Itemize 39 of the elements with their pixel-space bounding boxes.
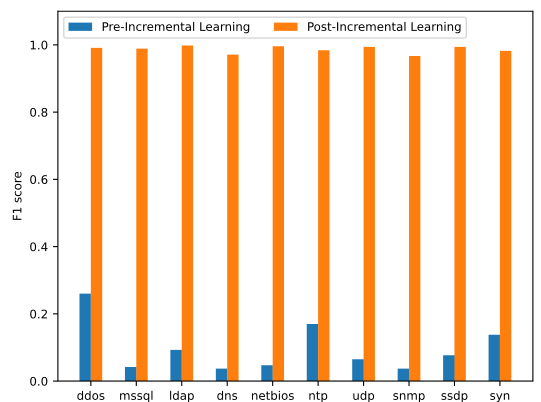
y-tick-label: 0.6	[30, 175, 48, 184]
bar	[454, 46, 466, 382]
bar	[182, 46, 194, 382]
y-tick-label: 0.8	[30, 108, 48, 117]
legend-label: Post-Incremental Learning	[308, 22, 461, 34]
bar	[170, 350, 182, 382]
x-tick-label: syn	[490, 393, 510, 402]
bar	[136, 48, 148, 382]
bar	[488, 334, 500, 382]
x-tick-label: ntp	[309, 392, 328, 402]
x-tick-label: ddos	[77, 390, 104, 400]
y-axis-title: F1 score	[12, 172, 22, 220]
bar	[90, 48, 102, 382]
bar	[443, 355, 454, 382]
x-tick-label: dns	[217, 390, 238, 400]
y-tick-label: 1.0	[30, 40, 48, 50]
bar	[318, 50, 330, 382]
bar	[352, 359, 364, 382]
y-tick-label: 0.2	[30, 310, 47, 319]
x-tick-label: snmp	[393, 393, 425, 402]
x-tick-label: netbios	[252, 390, 294, 400]
bar	[216, 368, 228, 382]
bar	[261, 365, 273, 382]
x-tick-label: udp	[353, 390, 374, 402]
legend-label: Pre-Incremental Learning	[102, 22, 250, 34]
bar	[79, 294, 91, 382]
y-tick-label: 0.4	[30, 242, 48, 252]
bar	[124, 366, 136, 382]
x-tick-label: mssql	[120, 390, 152, 402]
x-tick-label: ldap	[170, 390, 194, 402]
bar	[364, 46, 375, 382]
y-tick-label: 0.0	[30, 376, 48, 386]
x-tick-label: ssdp	[441, 390, 468, 402]
bar	[500, 50, 512, 382]
bar	[398, 368, 410, 382]
bar	[227, 54, 239, 382]
bar	[272, 46, 284, 382]
bar	[409, 56, 420, 382]
bar	[306, 324, 318, 382]
